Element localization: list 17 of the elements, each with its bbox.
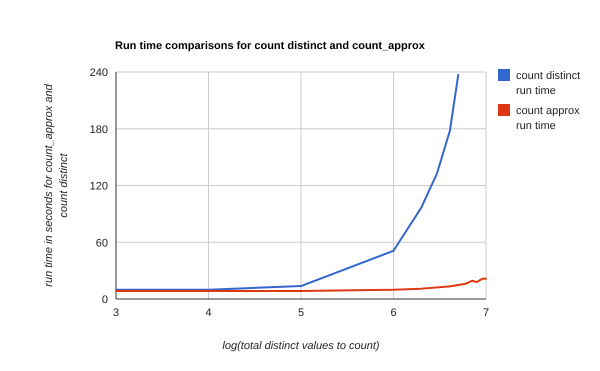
y-tick-label: 120	[90, 180, 108, 192]
legend-label: count distinct run time	[516, 70, 580, 97]
x-tick-label: 6	[390, 307, 397, 319]
legend-label: count approx run time	[516, 105, 580, 132]
x-tick-label: 5	[298, 307, 304, 319]
line-series	[115, 278, 487, 292]
y-tick-label: 0	[102, 294, 108, 306]
x-axis-title: log(total distinct values to count)	[222, 340, 380, 352]
y-tick-label: 180	[90, 124, 108, 136]
x-tick-label: 4	[205, 307, 212, 319]
line-series	[115, 74, 460, 291]
y-axis-title: run time in seconds for count_approx and count distinct	[43, 83, 70, 287]
x-tick-label: 7	[482, 307, 490, 319]
x-tick-label: 3	[112, 307, 120, 319]
y-tick-label: 60	[96, 237, 108, 250]
y-tick-label: 240	[90, 67, 108, 79]
chart-title: Run time comparisons for count distinct and count_approx	[115, 40, 426, 52]
